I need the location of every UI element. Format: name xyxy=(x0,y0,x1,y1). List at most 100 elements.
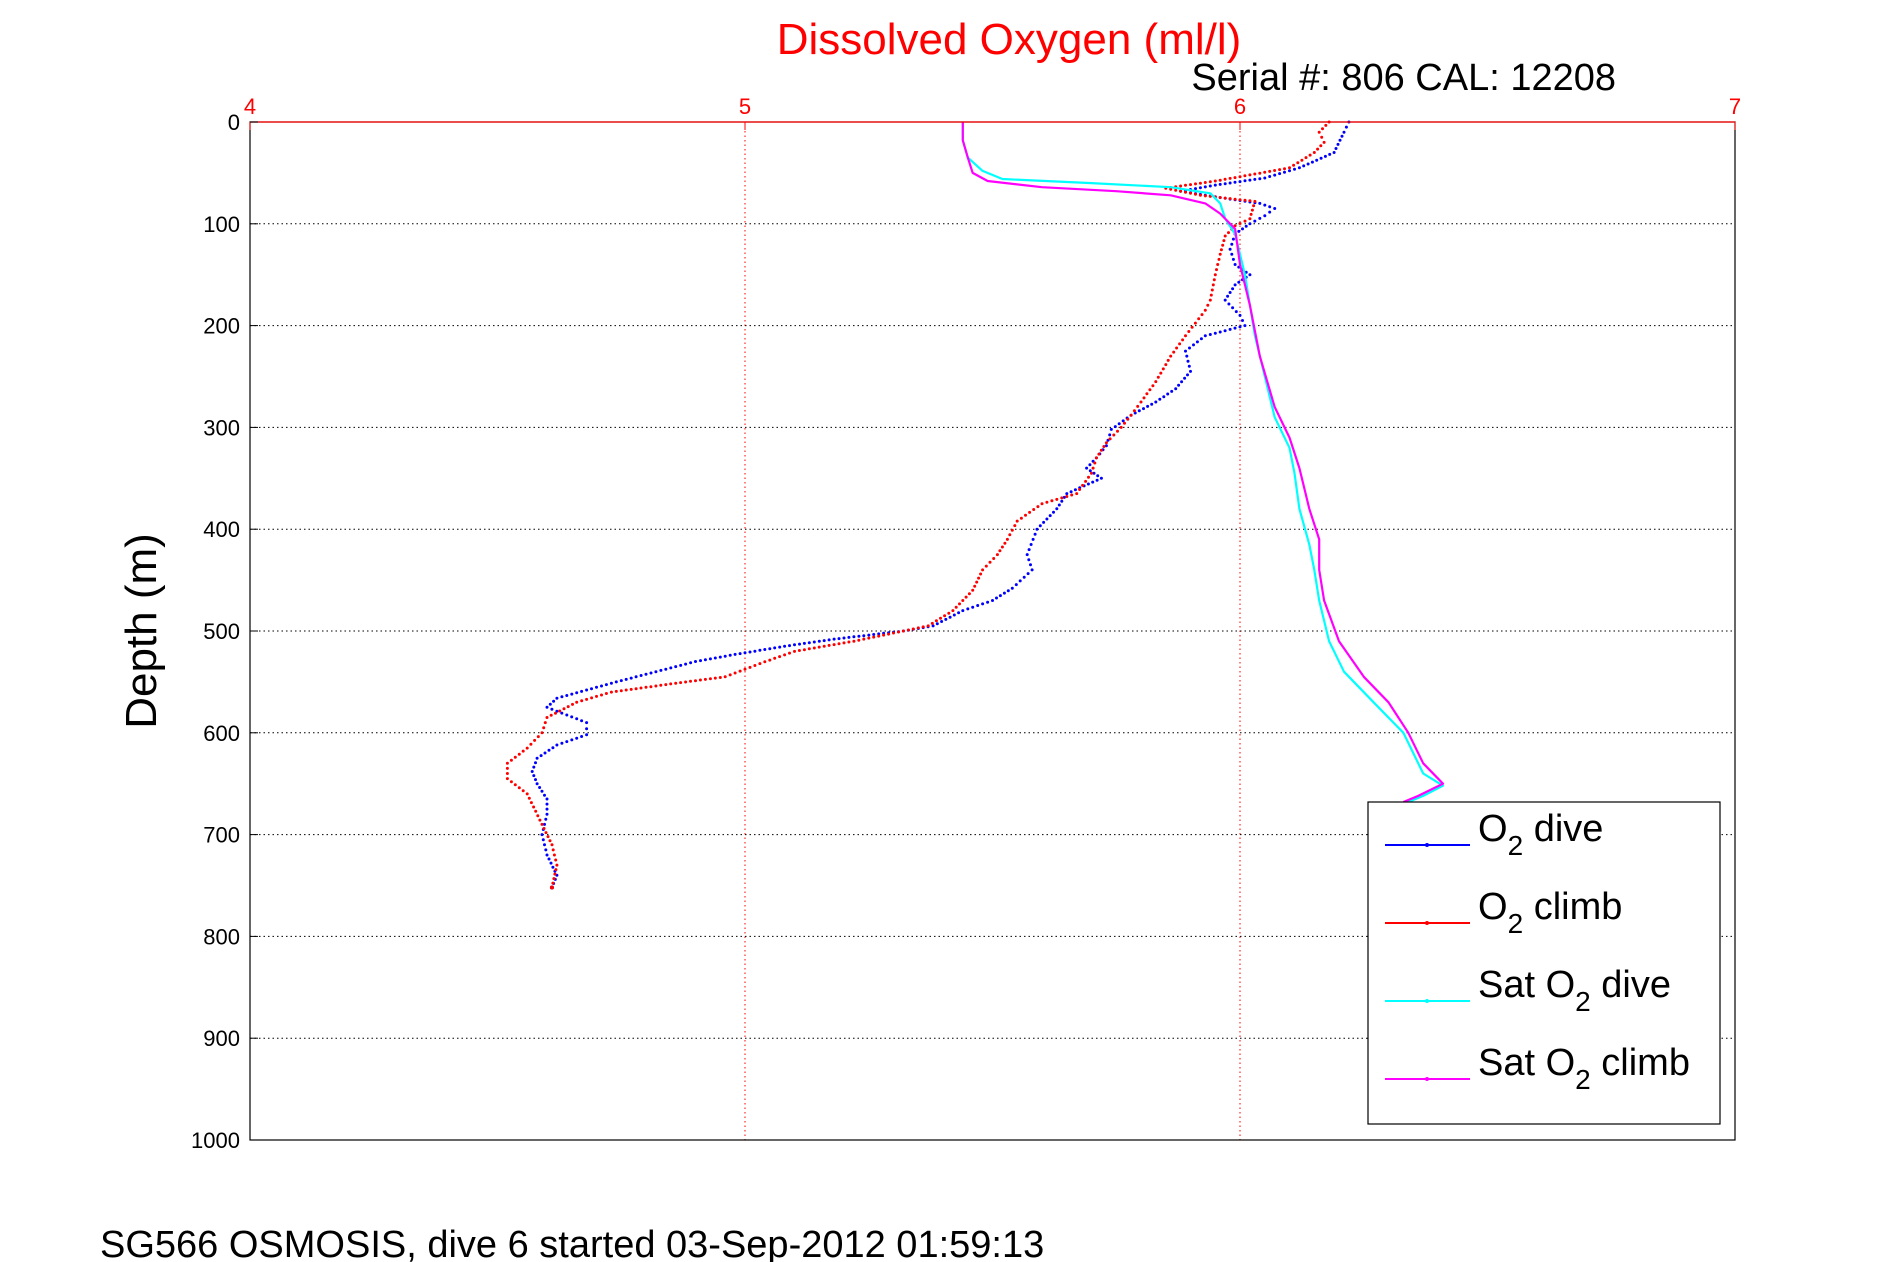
data-point xyxy=(728,673,732,677)
data-point xyxy=(629,687,633,691)
data-point xyxy=(847,640,851,644)
data-point xyxy=(1175,346,1179,350)
y-tick-label: 700 xyxy=(203,823,240,848)
data-point xyxy=(554,711,557,715)
data-point xyxy=(1184,190,1187,194)
data-point xyxy=(571,702,574,706)
data-point xyxy=(1088,463,1092,467)
data-point xyxy=(773,646,777,650)
data-point xyxy=(669,666,673,670)
data-point xyxy=(1018,579,1022,583)
data-point xyxy=(842,641,846,645)
data-point xyxy=(580,699,584,703)
data-point xyxy=(1332,151,1336,154)
data-point xyxy=(1319,144,1323,148)
data-point xyxy=(551,848,555,852)
data-point xyxy=(1315,158,1319,162)
data-point xyxy=(542,726,546,730)
data-point xyxy=(758,662,762,666)
data-point xyxy=(540,822,544,826)
data-point xyxy=(654,670,658,674)
data-point xyxy=(1216,263,1220,266)
data-point xyxy=(1228,327,1232,331)
data-point xyxy=(1033,532,1037,536)
data-point xyxy=(979,572,983,576)
data-point xyxy=(892,631,895,635)
data-point xyxy=(1234,310,1238,314)
data-point xyxy=(822,644,826,648)
data-point xyxy=(1121,419,1125,423)
data-point xyxy=(534,809,538,813)
data-point xyxy=(1238,175,1242,179)
y-tick-label: 100 xyxy=(203,212,240,237)
data-point xyxy=(1253,199,1257,203)
data-point xyxy=(872,635,876,639)
data-point xyxy=(1323,154,1327,158)
data-point xyxy=(1045,517,1049,521)
data-point xyxy=(547,748,551,752)
data-point xyxy=(822,639,826,643)
data-point xyxy=(1174,188,1178,192)
data-point xyxy=(783,653,787,657)
data-point xyxy=(1057,503,1061,507)
data-point xyxy=(1136,404,1140,408)
data-point xyxy=(580,689,584,693)
data-point xyxy=(778,645,782,649)
x-tick-label: 5 xyxy=(739,94,751,119)
data-point xyxy=(906,628,910,632)
data-point xyxy=(1097,452,1101,456)
data-point xyxy=(981,602,985,606)
data-point xyxy=(1221,243,1225,247)
data-point xyxy=(1145,392,1149,396)
data-point xyxy=(1208,194,1212,198)
data-point xyxy=(1241,227,1244,231)
data-point xyxy=(992,557,996,560)
data-point xyxy=(1187,364,1191,368)
data-point xyxy=(1228,176,1232,180)
data-point xyxy=(1228,247,1232,251)
data-point xyxy=(1248,178,1252,182)
data-point xyxy=(1243,324,1247,328)
data-point xyxy=(1238,325,1242,329)
data-point xyxy=(619,689,623,693)
data-point xyxy=(1091,480,1095,484)
data-point xyxy=(699,659,702,663)
data-point xyxy=(984,564,988,568)
data-point xyxy=(1186,373,1189,377)
data-point xyxy=(1142,407,1145,411)
data-point xyxy=(763,648,767,651)
data-point xyxy=(817,639,821,643)
data-point xyxy=(575,700,579,704)
y-tick-label: 0 xyxy=(228,110,240,135)
data-point xyxy=(1223,329,1227,333)
data-point xyxy=(545,802,549,806)
data-point xyxy=(1159,371,1163,375)
data-point xyxy=(1218,182,1222,186)
data-point xyxy=(1010,586,1014,590)
data-point xyxy=(916,626,920,630)
data-point xyxy=(1258,201,1262,205)
data-point xyxy=(1263,214,1267,218)
y-axis-label: Depth (m) xyxy=(117,533,166,729)
data-point xyxy=(543,843,546,847)
data-point xyxy=(1209,293,1213,297)
data-point xyxy=(664,683,668,687)
data-point xyxy=(1031,537,1035,541)
data-point xyxy=(943,614,947,618)
legend-label: O2 climb xyxy=(1478,886,1622,939)
data-point xyxy=(505,772,509,775)
data-point xyxy=(1273,207,1277,210)
data-point xyxy=(521,789,525,793)
data-point xyxy=(1095,478,1099,482)
data-point xyxy=(1008,533,1012,537)
data-point xyxy=(534,761,537,765)
data-point xyxy=(624,688,628,692)
data-point xyxy=(1180,380,1184,384)
data-point xyxy=(560,711,564,715)
data-point xyxy=(1024,513,1027,517)
data-point xyxy=(590,696,594,700)
series-o2-dive xyxy=(530,120,1351,890)
data-point xyxy=(1231,306,1235,310)
data-point xyxy=(565,694,569,697)
